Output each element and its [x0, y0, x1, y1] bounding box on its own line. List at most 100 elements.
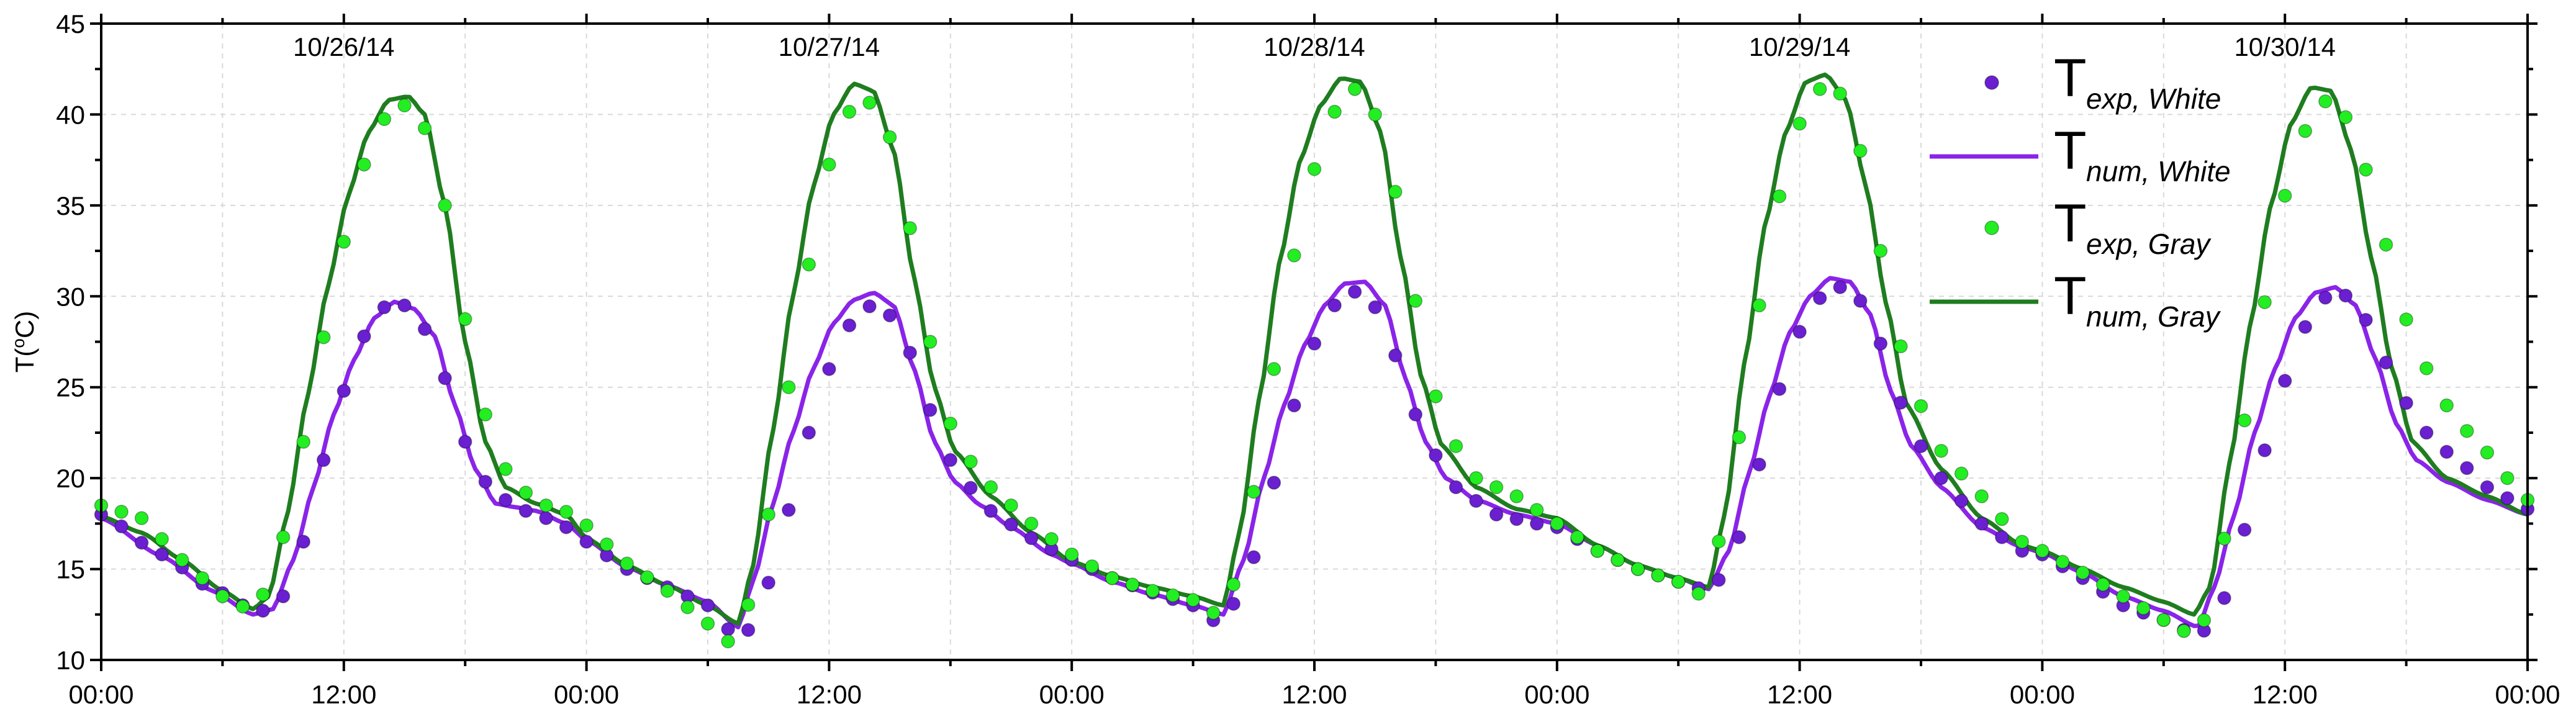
data-point: [458, 312, 472, 327]
data-point: [1934, 471, 1948, 485]
data-point: [802, 257, 816, 272]
data-point: [983, 480, 998, 495]
data-point: [296, 535, 310, 549]
data-point: [2359, 162, 2373, 177]
data-point: [2257, 295, 2272, 309]
data-point: [1307, 162, 1322, 176]
data-point: [438, 371, 452, 386]
data-point: [2460, 461, 2474, 476]
data-point: [1651, 568, 1665, 583]
data-point: [155, 532, 169, 546]
data-point: [862, 299, 877, 314]
data-point: [1267, 476, 1281, 490]
legend-label-sub: exp, Gray: [2086, 228, 2212, 260]
data-point: [842, 104, 857, 119]
data-point: [741, 623, 756, 638]
data-point: [1550, 517, 1565, 531]
data-point: [2277, 189, 2292, 203]
data-point: [1368, 107, 1382, 122]
date-label: 10/30/14: [2234, 32, 2336, 61]
data-point: [1287, 398, 1301, 413]
data-point: [1327, 104, 1342, 119]
data-point: [1732, 430, 1747, 445]
data-point: [175, 553, 189, 567]
data-point: [1226, 577, 1241, 592]
x-tick-label: 00:00: [554, 680, 619, 709]
data-point: [862, 96, 877, 110]
x-tick-label: 12:00: [311, 680, 376, 709]
data-point: [1671, 574, 1686, 589]
legend-label-sub: exp, White: [2086, 83, 2221, 115]
data-point: [1469, 471, 1483, 485]
data-point: [1024, 531, 1039, 546]
data-point: [1833, 86, 1847, 101]
data-point: [1165, 588, 1180, 603]
date-label: 10/29/14: [1749, 32, 1851, 61]
data-point: [822, 362, 836, 376]
data-point: [680, 600, 695, 615]
data-point: [1752, 298, 1766, 313]
x-tick-label: 00:00: [68, 680, 133, 709]
data-point: [1105, 571, 1119, 585]
data-point: [276, 589, 291, 603]
data-point: [1630, 562, 1645, 576]
x-tick-label: 00:00: [2010, 680, 2075, 709]
data-point: [903, 345, 917, 360]
data-point: [2419, 361, 2434, 376]
data-point: [882, 308, 897, 323]
data-point: [2055, 554, 2070, 569]
data-point: [2460, 423, 2474, 438]
data-point: [2419, 425, 2434, 440]
data-point: [1853, 294, 1868, 308]
data-point: [2015, 535, 2030, 549]
data-point: [478, 407, 493, 422]
data-point: [539, 511, 553, 525]
data-point: [1894, 339, 1908, 354]
data-point: [114, 519, 129, 534]
data-point: [964, 481, 978, 495]
data-point: [1247, 484, 1261, 499]
data-point: [1085, 559, 1100, 574]
data-point: [256, 587, 270, 602]
data-point: [1995, 512, 2009, 526]
data-point: [2318, 94, 2333, 109]
series-layer: [94, 72, 2535, 649]
data-point: [700, 598, 715, 613]
legend-label-main: T: [2054, 48, 2087, 108]
data-point: [2500, 471, 2515, 485]
data-point: [1914, 399, 1928, 413]
data-point: [1226, 597, 1241, 611]
data-point: [620, 556, 634, 571]
data-point: [1368, 300, 1382, 315]
data-point: [1974, 517, 1989, 531]
x-tick-label: 12:00: [1767, 680, 1832, 709]
y-axis-title: T(oC): [9, 311, 40, 373]
x-tick-label: 12:00: [797, 680, 862, 709]
data-point: [1408, 407, 1423, 422]
tick-layer: [90, 14, 2538, 671]
data-point: [923, 403, 938, 417]
date-label: 10/28/14: [1263, 32, 1365, 61]
data-point: [316, 453, 331, 467]
data-point: [579, 535, 594, 549]
data-point: [518, 503, 533, 518]
data-point: [1509, 512, 1524, 526]
data-point: [134, 535, 149, 550]
data-point: [2177, 624, 2191, 638]
data-point: [2439, 445, 2454, 459]
data-point: [1429, 389, 1443, 404]
data-point: [1347, 82, 1362, 96]
x-tick-label: 12:00: [2253, 680, 2318, 709]
y-tick-label: 40: [56, 100, 85, 129]
legend-label-main: T: [2054, 266, 2087, 326]
data-point: [1267, 362, 1281, 376]
legend-label-sub: num, Gray: [2086, 300, 2221, 333]
data-point: [337, 235, 351, 249]
data-point: [741, 597, 756, 612]
data-point: [1448, 480, 1463, 495]
data-point: [903, 221, 917, 235]
data-point: [2217, 591, 2231, 605]
